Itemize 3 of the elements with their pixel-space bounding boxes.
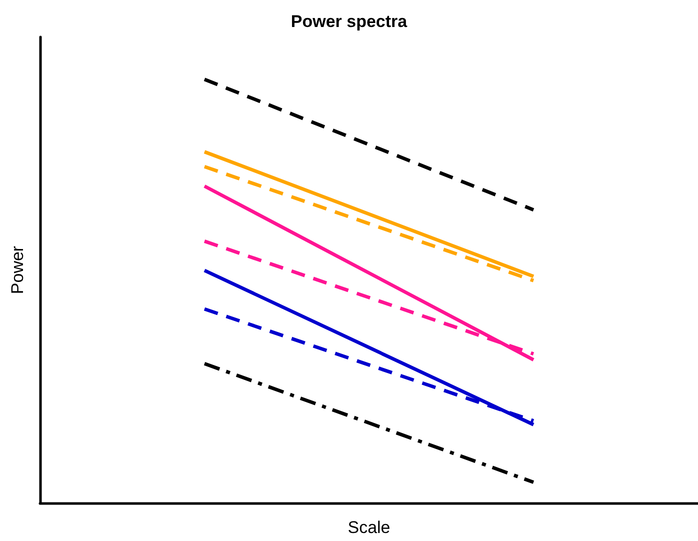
x-axis-title: Scale [348, 518, 390, 537]
chart-title: Power spectra [290, 12, 408, 31]
y-axis-title: Power [8, 246, 27, 294]
